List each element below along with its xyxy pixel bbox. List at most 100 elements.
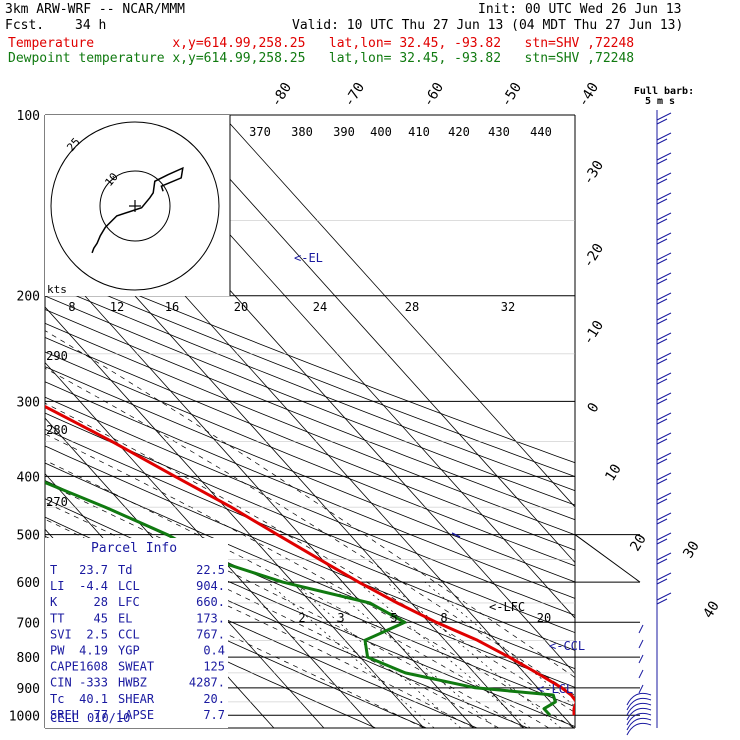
wind-barb [638,684,644,694]
parcel-key: LI [50,579,64,593]
wind-barb [656,518,668,525]
pressure-label: 900 [17,682,40,697]
pressure-label: 300 [17,395,40,410]
pressure-label: 700 [17,616,40,631]
parcel-cell-value: 010/10 [87,711,130,725]
wind-barb [656,558,668,565]
isotherm-line [221,115,575,508]
parcel-value: 23.7 [79,563,108,577]
wind-barb [656,472,672,481]
theta-label: 370 [249,125,271,139]
wind-barb [626,692,652,706]
isotherm-line [45,361,375,728]
parcel-key: HWBZ [118,676,147,690]
wind-barb [656,232,672,241]
parcel-value: -333 [79,676,108,690]
parcel-key: CCL [118,627,140,641]
parcel-key: LAPSE [118,708,154,722]
theta-label: 380 [291,125,313,139]
dry-adiabat [45,445,575,670]
isotherm-label: 40 [700,598,723,621]
wind-barb [638,654,644,664]
dry-adiabat [45,462,575,688]
isotherm-label: 0 [585,400,603,416]
wind-barb [656,492,672,501]
theta-low-label: 290 [46,349,68,363]
wind-barb [656,212,672,221]
wind-barb [626,712,652,726]
hodo-speed-label: 12 [110,300,124,314]
wind-barb [638,669,644,679]
dry-adiabat [45,295,575,506]
parcel-key: SHEAR [118,692,155,706]
theta-label: 410 [408,125,430,139]
hodo-speed-label: 16 [165,300,179,314]
hodograph-units: kts [47,283,67,296]
frame-fold-line [574,534,641,583]
dewpoint-legend: Dewpoint temperature x,y=614.99,258.25 l… [8,51,635,66]
pressure-label: 500 [17,529,40,544]
moist-adiabat [45,433,575,728]
parcel-value: 20. [203,692,225,706]
moist-adiabat [45,459,550,728]
parcel-key: TT [50,611,64,625]
isotherm-label: -20 [580,241,607,271]
parcel-value: 4.19 [79,644,108,658]
dry-adiabat [45,309,575,521]
parcel-key: PW [50,644,65,658]
theta-label: 430 [488,125,510,139]
wind-barb [626,717,652,731]
wind-barb [626,702,652,716]
forecast-label: Fcst. [5,18,45,33]
wind-barb [656,272,672,281]
mixing-ratio-line [292,581,462,728]
parcel-value: -4.4 [79,579,108,593]
hodo-speed-label: 24 [313,300,327,314]
isotherm-line [45,250,475,728]
dry-adiabat [45,396,575,616]
mixing-ratio-line [267,581,435,728]
wind-barb [656,318,668,325]
wind-barb [656,552,672,561]
wind-barb [656,358,668,365]
isotherm-label: 20 [627,531,650,554]
wind-barb [656,338,668,345]
wind-barb [656,452,672,461]
wind-barb [656,278,668,285]
isotherm-label: -30 [580,158,607,188]
pressure-label: 1000 [9,709,40,724]
parcel-value: 767. [196,627,225,641]
isotherm-line [0,115,24,728]
pressure-label: 600 [17,576,40,591]
isotherm-label: 30 [680,538,703,561]
mixing-ratio-label: 20 [537,611,551,625]
parcel-value: 22.5 [196,563,225,577]
isotherm-line [45,306,425,728]
parcel-key: SWEAT [118,660,154,674]
parcel-value: 4287. [189,676,225,690]
dry-adiabat [45,269,575,478]
parcel-value: 7.7 [203,708,225,722]
wind-barb [656,432,672,441]
parcel-value: 660. [196,595,225,609]
wind-barb [656,498,668,505]
parcel-value: 45 [94,611,108,625]
wind-barb [656,218,668,225]
parcel-value: 904. [196,579,225,593]
dry-adiabat [45,366,575,583]
barb-legend-units: 5 m s [645,96,675,107]
level-annotation: <-LCL [537,682,573,696]
mixing-ratio-line [357,581,531,728]
theta-label: 390 [333,125,355,139]
parcel-key: CIN [50,676,72,690]
isotherm-label: -60 [420,80,447,110]
parcel-info-panel [45,538,228,728]
wind-barb [656,132,672,141]
isotherm-label: -40 [575,80,602,110]
wind-barb [656,458,668,465]
init-time: Init: 00 UTC Wed 26 Jun 13 [478,2,682,17]
wind-barb [656,238,668,245]
wind-barb [656,598,668,605]
